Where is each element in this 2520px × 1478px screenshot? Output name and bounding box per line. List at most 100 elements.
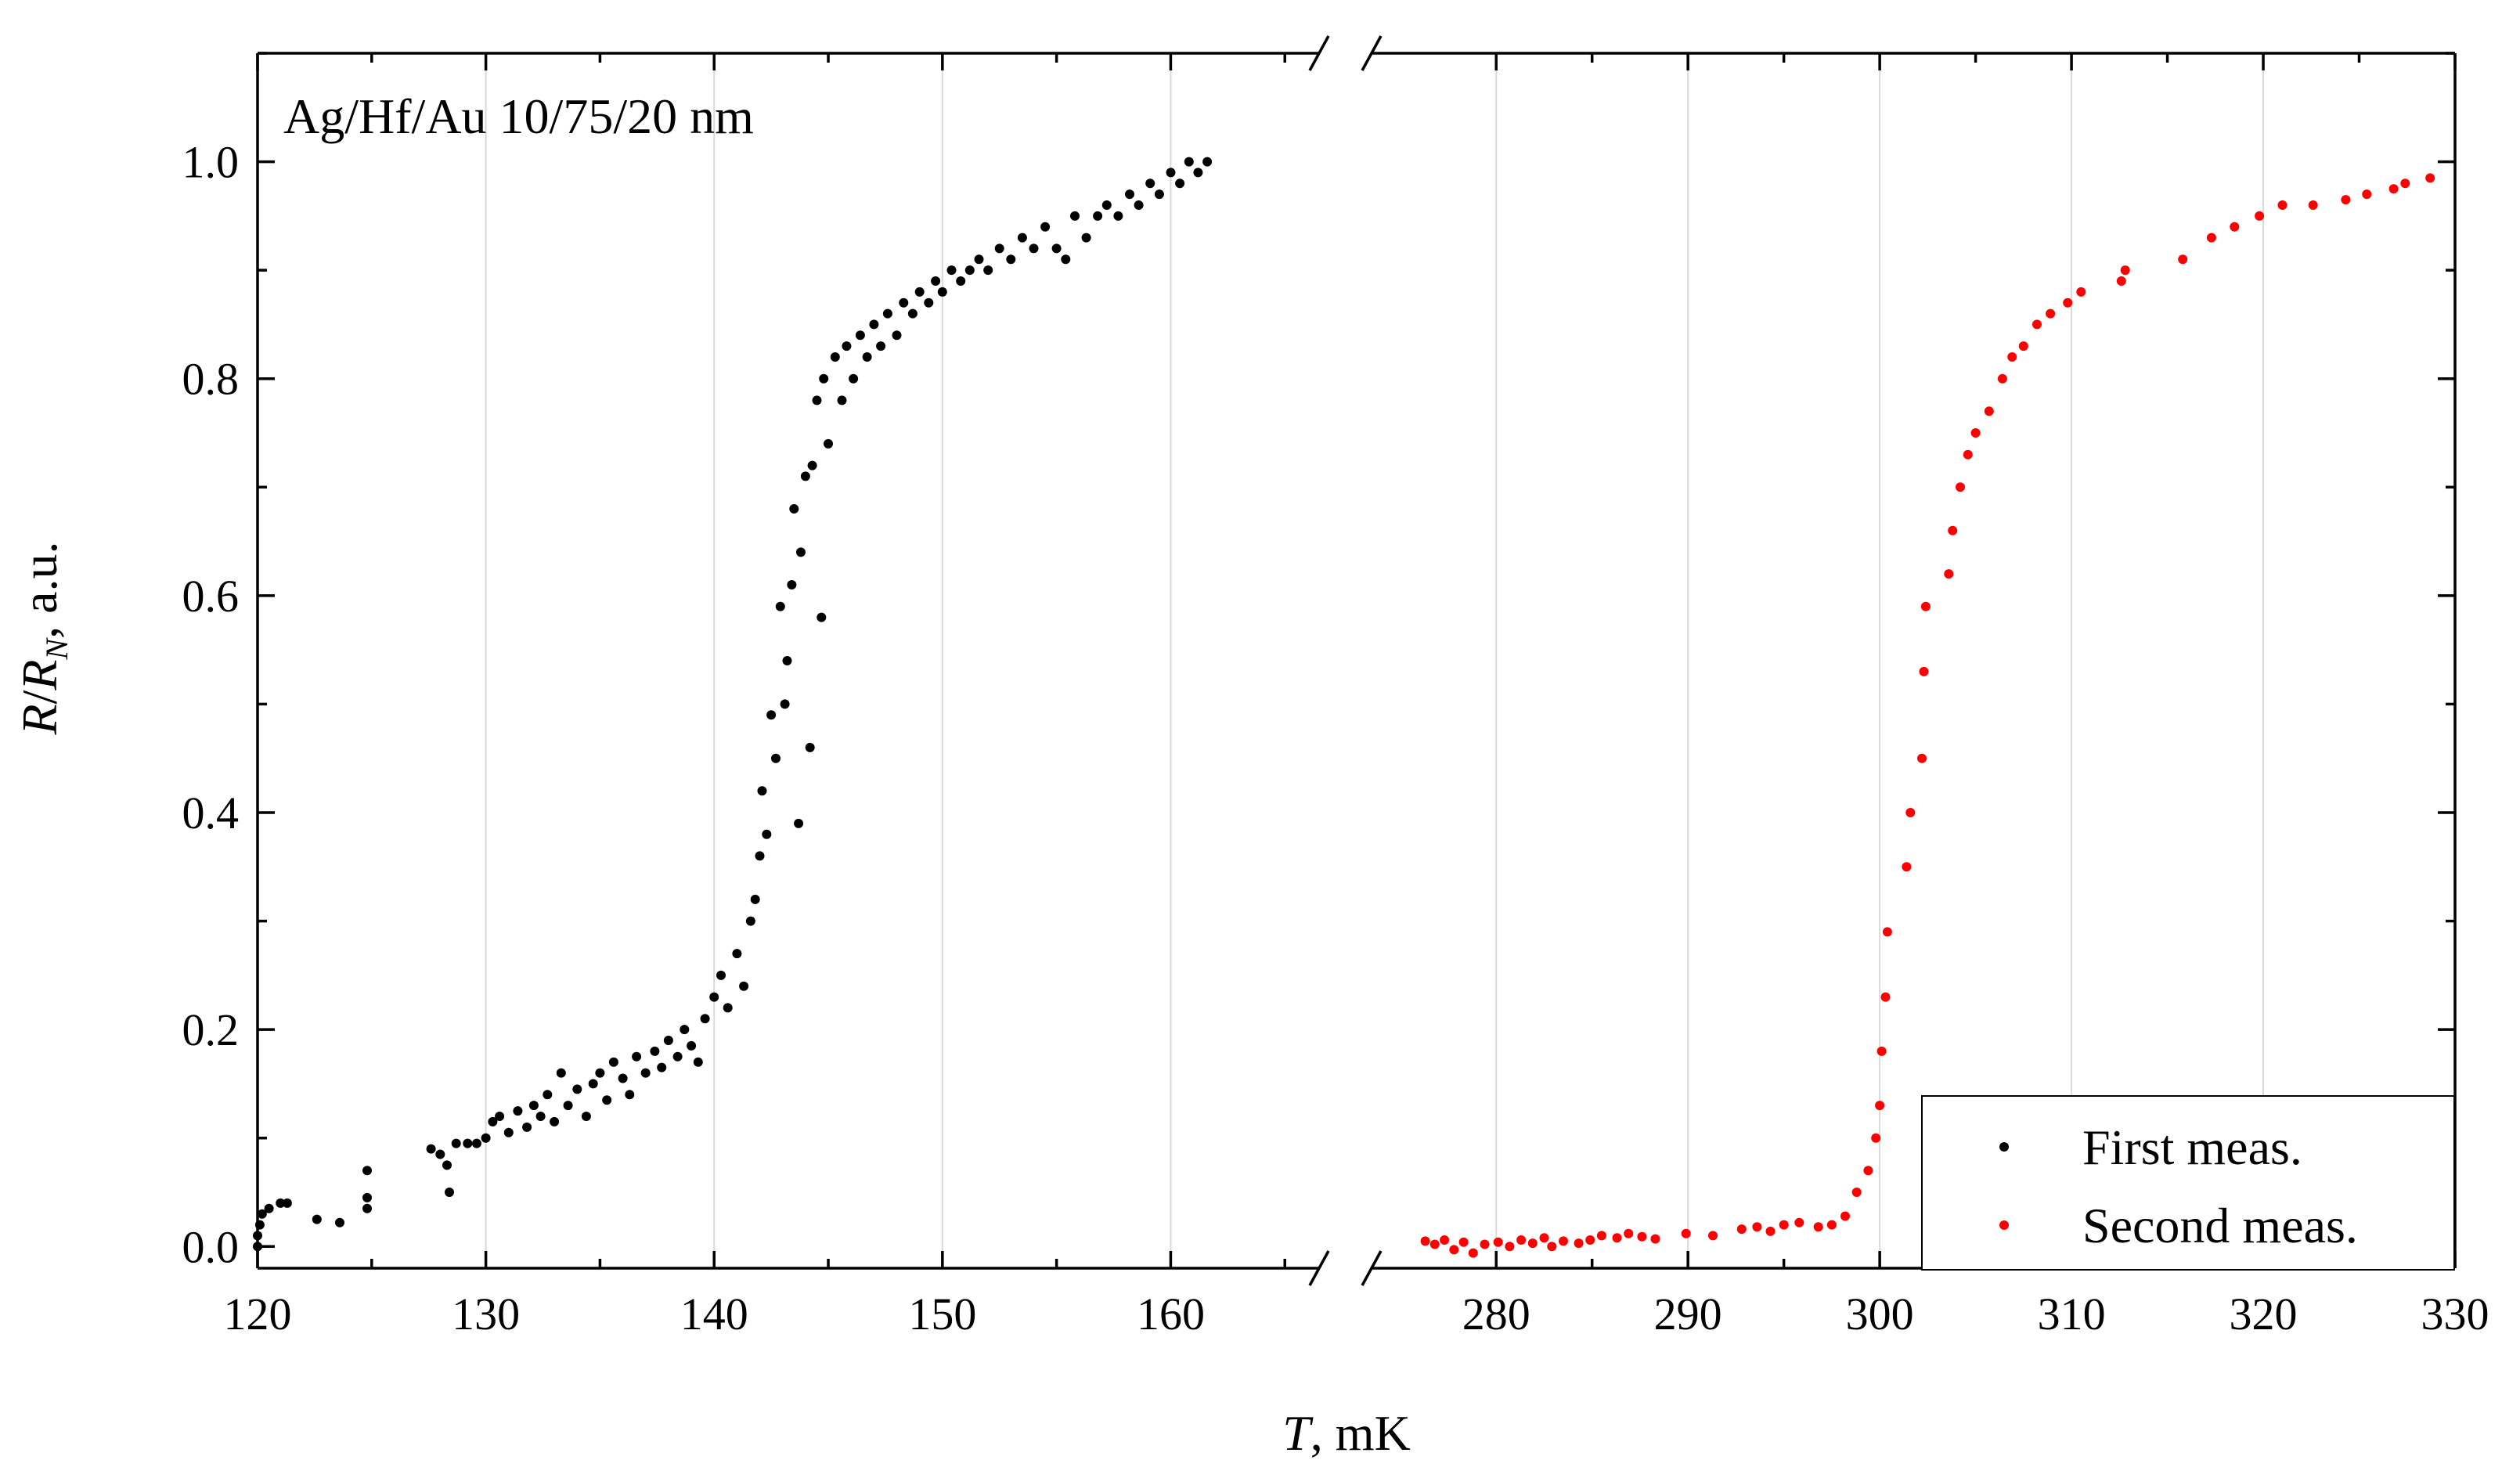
data-point-series1-21: [495, 1112, 505, 1121]
data-point-series1-41: [650, 1046, 660, 1056]
data-point-series1-5: [276, 1198, 286, 1208]
data-point-series2-56: [2116, 276, 2126, 286]
data-point-series2-50: [2007, 352, 2017, 362]
y-tick-label-0.2: 0.2: [182, 1004, 240, 1055]
data-point-series2-20: [1650, 1234, 1660, 1244]
data-point-series1-53: [739, 981, 749, 991]
data-point-series1-82: [876, 341, 886, 351]
data-point-series1-52: [732, 949, 742, 959]
data-point-series2-13: [1559, 1236, 1568, 1246]
data-point-series1-85: [899, 297, 909, 308]
data-point-series1-51: [723, 1003, 733, 1013]
data-point-series2-3: [1449, 1245, 1459, 1255]
axis-break-mark-bottom-1: [1308, 1250, 1330, 1286]
data-point-series1-14: [442, 1160, 452, 1170]
legend-marker-first: [1999, 1142, 2009, 1152]
data-point-series1-113: [1175, 178, 1185, 189]
data-point-series1-24: [522, 1122, 532, 1132]
data-point-series1-8: [335, 1217, 344, 1227]
data-point-series1-94: [974, 254, 984, 265]
data-point-series2-48: [1984, 406, 1994, 416]
data-point-series2-15: [1585, 1235, 1595, 1245]
data-point-series1-31: [572, 1084, 582, 1094]
data-point-series1-45: [680, 1025, 690, 1035]
data-point-series2-53: [2046, 308, 2056, 319]
data-point-series1-33: [588, 1079, 598, 1089]
data-point-series1-65: [789, 504, 799, 514]
data-point-series2-55: [2076, 287, 2086, 297]
y-axis-title: R/RN, a.u.: [12, 541, 74, 735]
data-point-series1-74: [824, 438, 833, 449]
data-point-series2-37: [1882, 927, 1892, 937]
legend-label-first: First meas.: [2082, 1119, 2302, 1175]
y-tick-label-0.8: 0.8: [182, 354, 240, 405]
data-point-series2-49: [1997, 373, 2007, 384]
data-point-series1-46: [687, 1040, 697, 1051]
data-point-series1-16: [451, 1138, 461, 1148]
data-point-series1-58: [762, 829, 772, 839]
x-tick-label-320: 320: [2230, 1289, 2298, 1339]
data-point-series1-6: [282, 1198, 292, 1208]
data-point-series2-35: [1876, 1046, 1887, 1056]
data-point-series1-22: [503, 1127, 514, 1137]
legend-label-second: Second meas.: [2082, 1198, 2358, 1253]
axis-break-mark-top-2: [1361, 35, 1383, 71]
data-point-series1-30: [563, 1101, 573, 1111]
data-point-series2-17: [1612, 1233, 1622, 1243]
x-tick-label-310: 310: [2038, 1289, 2106, 1339]
data-point-series2-31: [1851, 1188, 1862, 1197]
data-point-series2-59: [2206, 233, 2216, 243]
x-tick-label-140: 140: [680, 1289, 748, 1339]
data-point-series2-14: [1574, 1238, 1584, 1249]
data-point-series1-70: [807, 460, 817, 470]
data-point-series1-56: [755, 851, 765, 861]
data-point-series2-25: [1765, 1226, 1776, 1236]
data-point-series1-60: [771, 753, 781, 763]
data-point-series1-23: [513, 1106, 523, 1116]
data-point-series1-88: [924, 297, 934, 308]
data-point-series1-26: [535, 1112, 546, 1121]
data-point-series2-67: [2400, 178, 2410, 189]
data-point-series1-68: [800, 471, 810, 481]
data-point-series1-81: [869, 319, 879, 330]
y-axis-title-suffix: , a.u.: [12, 541, 67, 638]
data-point-series2-29: [1826, 1220, 1837, 1230]
data-point-series2-61: [2255, 211, 2265, 221]
data-point-series2-57: [2120, 265, 2130, 276]
data-point-series1-39: [632, 1051, 642, 1062]
data-point-series1-99: [1029, 243, 1039, 254]
data-point-series1-115: [1193, 168, 1203, 178]
data-point-series1-71: [812, 395, 822, 406]
data-point-series2-33: [1871, 1133, 1881, 1143]
y-axis-title-slash: /: [12, 690, 67, 704]
data-point-series2-62: [2277, 200, 2287, 210]
data-point-series2-32: [1863, 1166, 1873, 1176]
data-point-series1-95: [983, 265, 993, 276]
data-point-series1-84: [892, 330, 902, 341]
data-point-series1-42: [657, 1062, 667, 1072]
data-point-series1-97: [1006, 254, 1016, 265]
data-point-series1-28: [550, 1116, 560, 1127]
data-point-series2-54: [2063, 297, 2073, 308]
data-point-series1-91: [946, 265, 957, 276]
data-point-series1-63: [782, 656, 792, 665]
data-point-series2-27: [1794, 1217, 1804, 1227]
data-point-series2-41: [1919, 666, 1929, 676]
data-point-series2-19: [1637, 1231, 1647, 1242]
data-point-series1-77: [842, 341, 852, 351]
data-point-series1-44: [672, 1051, 683, 1062]
data-point-series1-47: [693, 1057, 703, 1067]
data-point-series1-15: [445, 1188, 454, 1197]
y-tick-label-0.4: 0.4: [182, 788, 240, 838]
ticks: 0.0 0.2 0.4 0.6 0.8 1.0 120 130 140 150 160 280 290 3…: [182, 52, 2489, 1339]
data-point-series1-73: [819, 373, 829, 384]
data-point-series2-40: [1917, 753, 1927, 763]
data-point-series2-30: [1840, 1211, 1850, 1221]
data-point-series1-89: [931, 276, 941, 286]
data-point-series1-13: [435, 1149, 445, 1159]
data-point-series2-43: [1944, 569, 1954, 579]
data-point-series2-47: [1970, 428, 1981, 438]
data-point-series1-64: [787, 580, 797, 589]
legend-marker-second: [1999, 1220, 2009, 1230]
